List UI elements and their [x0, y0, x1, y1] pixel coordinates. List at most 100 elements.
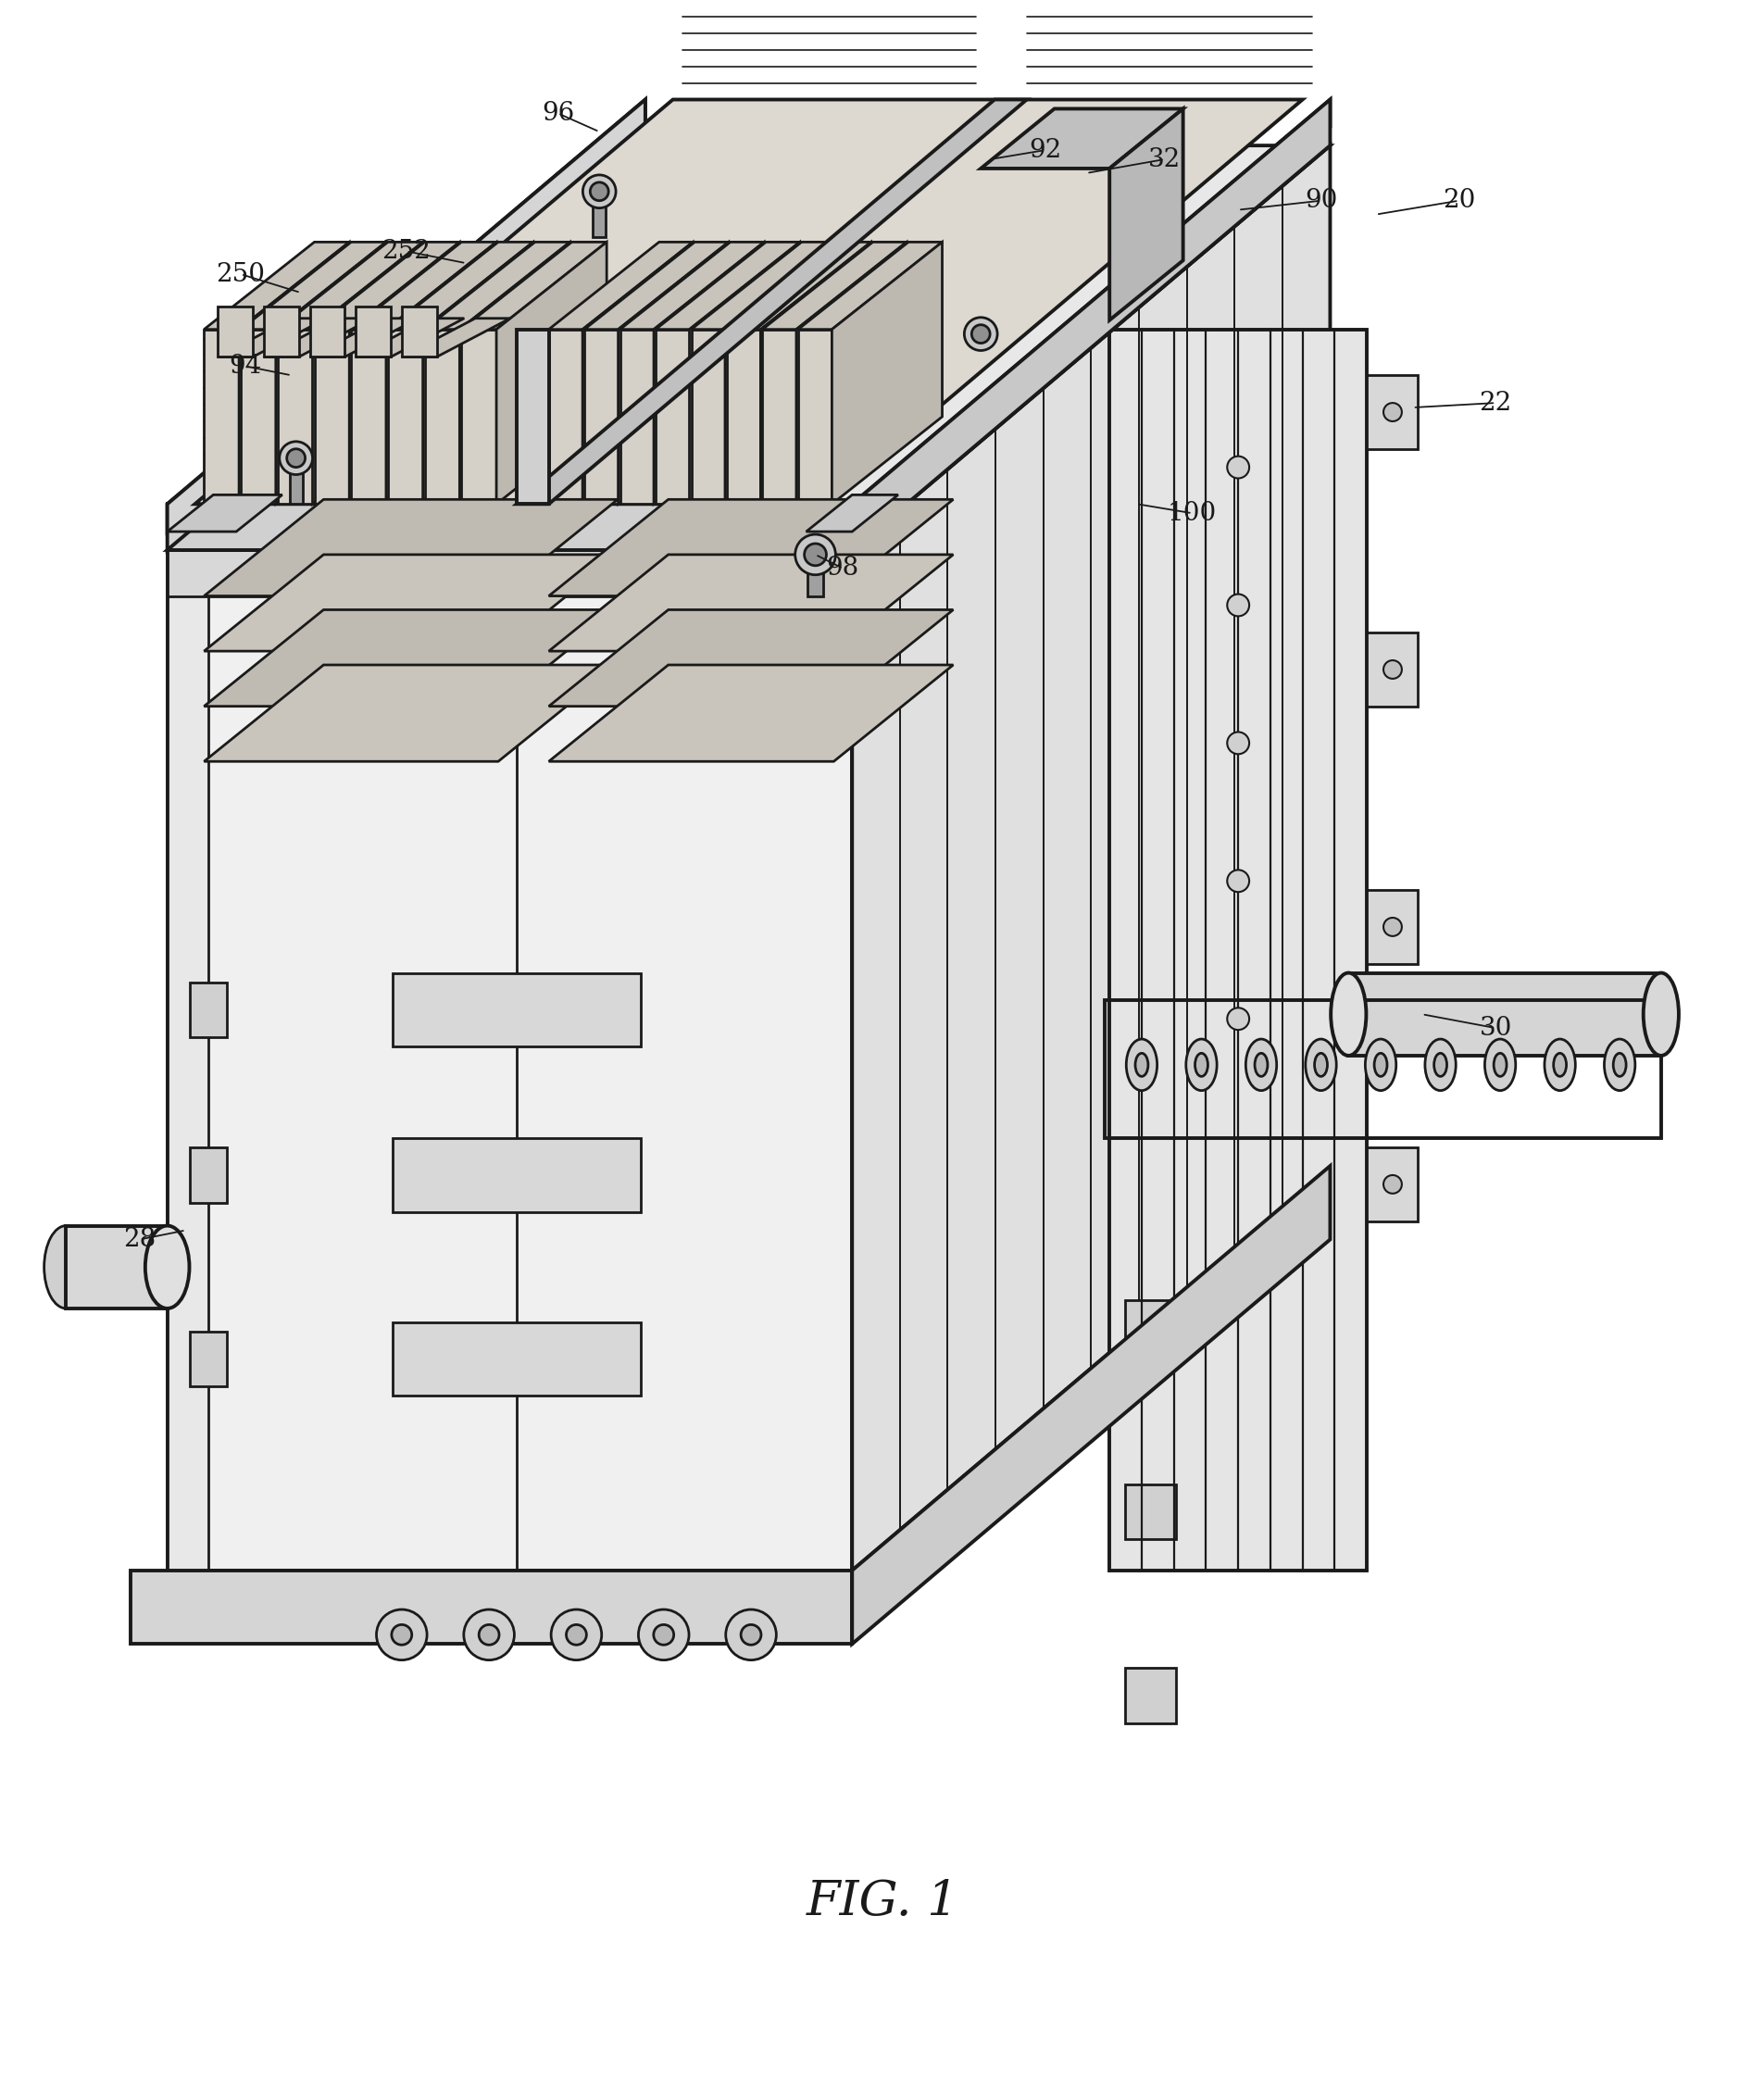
Polygon shape [496, 243, 607, 504]
Text: 32: 32 [1148, 146, 1180, 171]
Polygon shape [392, 972, 640, 1046]
Polygon shape [351, 330, 386, 504]
Polygon shape [238, 243, 349, 504]
Ellipse shape [1314, 1054, 1327, 1077]
Text: 100: 100 [1168, 500, 1215, 525]
Circle shape [1226, 1008, 1249, 1031]
Polygon shape [582, 243, 693, 504]
Ellipse shape [1305, 1039, 1335, 1092]
Ellipse shape [1544, 1039, 1575, 1092]
Polygon shape [314, 243, 459, 330]
Ellipse shape [1245, 1039, 1275, 1092]
Ellipse shape [1125, 1039, 1157, 1092]
Circle shape [582, 176, 616, 207]
Polygon shape [725, 243, 834, 504]
Polygon shape [310, 318, 418, 358]
Polygon shape [619, 330, 653, 504]
Text: 90: 90 [1304, 188, 1337, 213]
Polygon shape [205, 500, 617, 596]
Ellipse shape [376, 1610, 427, 1660]
Polygon shape [459, 243, 570, 504]
Polygon shape [1125, 1485, 1175, 1539]
Circle shape [804, 544, 826, 567]
Polygon shape [168, 504, 852, 550]
Circle shape [1383, 1175, 1401, 1194]
Polygon shape [727, 243, 870, 330]
Ellipse shape [1484, 1039, 1515, 1092]
Polygon shape [1125, 1301, 1175, 1355]
Text: 92: 92 [1028, 138, 1060, 163]
Ellipse shape [44, 1225, 88, 1309]
Ellipse shape [639, 1610, 688, 1660]
Polygon shape [168, 100, 646, 531]
Polygon shape [386, 243, 496, 504]
Polygon shape [727, 330, 760, 504]
Polygon shape [1125, 1669, 1175, 1723]
Polygon shape [831, 243, 942, 504]
Ellipse shape [566, 1625, 586, 1646]
Polygon shape [690, 243, 799, 504]
Polygon shape [263, 307, 298, 358]
Polygon shape [402, 307, 436, 358]
Ellipse shape [392, 1625, 411, 1646]
Polygon shape [460, 243, 607, 330]
Polygon shape [217, 307, 252, 358]
Ellipse shape [741, 1625, 760, 1646]
Circle shape [589, 182, 609, 201]
Ellipse shape [1185, 1039, 1215, 1092]
Polygon shape [131, 1570, 852, 1644]
Ellipse shape [464, 1610, 513, 1660]
Polygon shape [388, 330, 423, 504]
Ellipse shape [1603, 1039, 1633, 1092]
Circle shape [796, 535, 834, 575]
Polygon shape [797, 330, 831, 504]
Polygon shape [653, 243, 764, 504]
Polygon shape [65, 1225, 168, 1309]
Polygon shape [205, 243, 349, 330]
Polygon shape [277, 243, 423, 330]
Polygon shape [205, 330, 238, 504]
Polygon shape [762, 330, 796, 504]
Ellipse shape [1424, 1039, 1455, 1092]
Polygon shape [356, 318, 464, 358]
Polygon shape [762, 243, 907, 330]
Ellipse shape [653, 1625, 674, 1646]
Circle shape [972, 324, 990, 343]
Polygon shape [619, 243, 764, 330]
Ellipse shape [478, 1625, 499, 1646]
Polygon shape [852, 146, 1330, 1570]
Polygon shape [1365, 634, 1416, 707]
Text: FIG. 1: FIG. 1 [806, 1878, 958, 1926]
Ellipse shape [1612, 1054, 1625, 1077]
Polygon shape [584, 243, 729, 330]
Text: 96: 96 [542, 100, 573, 125]
Text: 250: 250 [217, 261, 265, 286]
Polygon shape [852, 100, 1330, 550]
Polygon shape [584, 330, 617, 504]
Polygon shape [263, 318, 372, 358]
Polygon shape [168, 496, 282, 531]
Polygon shape [277, 330, 312, 504]
Polygon shape [1110, 109, 1182, 320]
Polygon shape [168, 100, 646, 550]
Text: 28: 28 [123, 1227, 155, 1253]
Polygon shape [217, 318, 326, 358]
Ellipse shape [1492, 1054, 1506, 1077]
Circle shape [1383, 661, 1401, 680]
Text: 20: 20 [1441, 188, 1475, 213]
Polygon shape [205, 554, 617, 650]
Polygon shape [425, 330, 459, 504]
Ellipse shape [1374, 1054, 1387, 1077]
Text: 22: 22 [1478, 391, 1512, 416]
Polygon shape [797, 243, 942, 330]
Polygon shape [191, 983, 228, 1037]
Text: 94: 94 [229, 353, 261, 378]
Polygon shape [1365, 376, 1416, 450]
Polygon shape [191, 1332, 228, 1386]
Ellipse shape [1365, 1039, 1395, 1092]
Polygon shape [549, 500, 953, 596]
Polygon shape [205, 665, 617, 761]
Polygon shape [806, 554, 824, 596]
Ellipse shape [1642, 972, 1678, 1056]
Circle shape [1383, 404, 1401, 420]
